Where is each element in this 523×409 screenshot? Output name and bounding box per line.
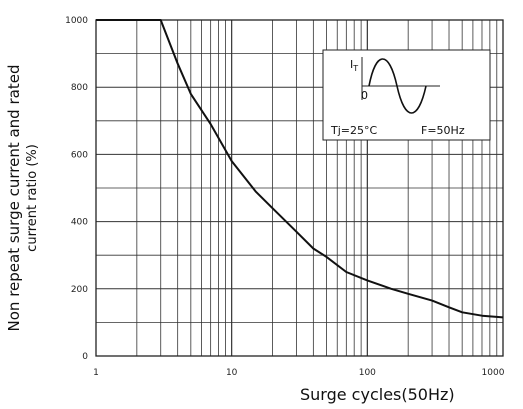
y-tick-label: 400	[71, 218, 88, 228]
inset-zero-label: 0	[361, 89, 368, 102]
y-tick-label: 600	[71, 150, 88, 160]
y-tick-label: 1000	[65, 16, 88, 26]
plot-frame	[95, 19, 504, 357]
waveform-inset: IT 0 Tj=25°C F=50Hz	[322, 49, 491, 141]
series-line	[96, 19, 504, 319]
x-tick-labels: 1 10 100 1000	[93, 368, 505, 378]
inset-frame	[322, 49, 491, 141]
x-tick-label: 1000	[482, 368, 505, 378]
y-tick-label: 800	[71, 83, 88, 93]
y-tick-label: 0	[82, 352, 88, 362]
inset-it-label: IT	[350, 58, 358, 73]
inset-tj-label: Tj=25°C	[330, 124, 377, 137]
x-tick-label: 10	[226, 368, 238, 378]
inset-sine-wave	[368, 58, 427, 114]
x-tick-label: 1	[93, 368, 99, 378]
y-axis-title-line1: Non repeat surge current and rated	[5, 65, 23, 332]
x-axis-title: Surge cycles(50Hz)	[300, 385, 455, 404]
inset-f-label: F=50Hz	[421, 124, 465, 137]
y-tick-labels: 0 200 400 600 800 1000	[65, 16, 88, 362]
y-axis-title-line2: current ratio (%)	[25, 144, 40, 252]
series-group	[96, 19, 504, 319]
x-tick-label: 100	[359, 368, 376, 378]
grid-lines	[96, 20, 503, 356]
y-tick-label: 200	[71, 285, 88, 295]
